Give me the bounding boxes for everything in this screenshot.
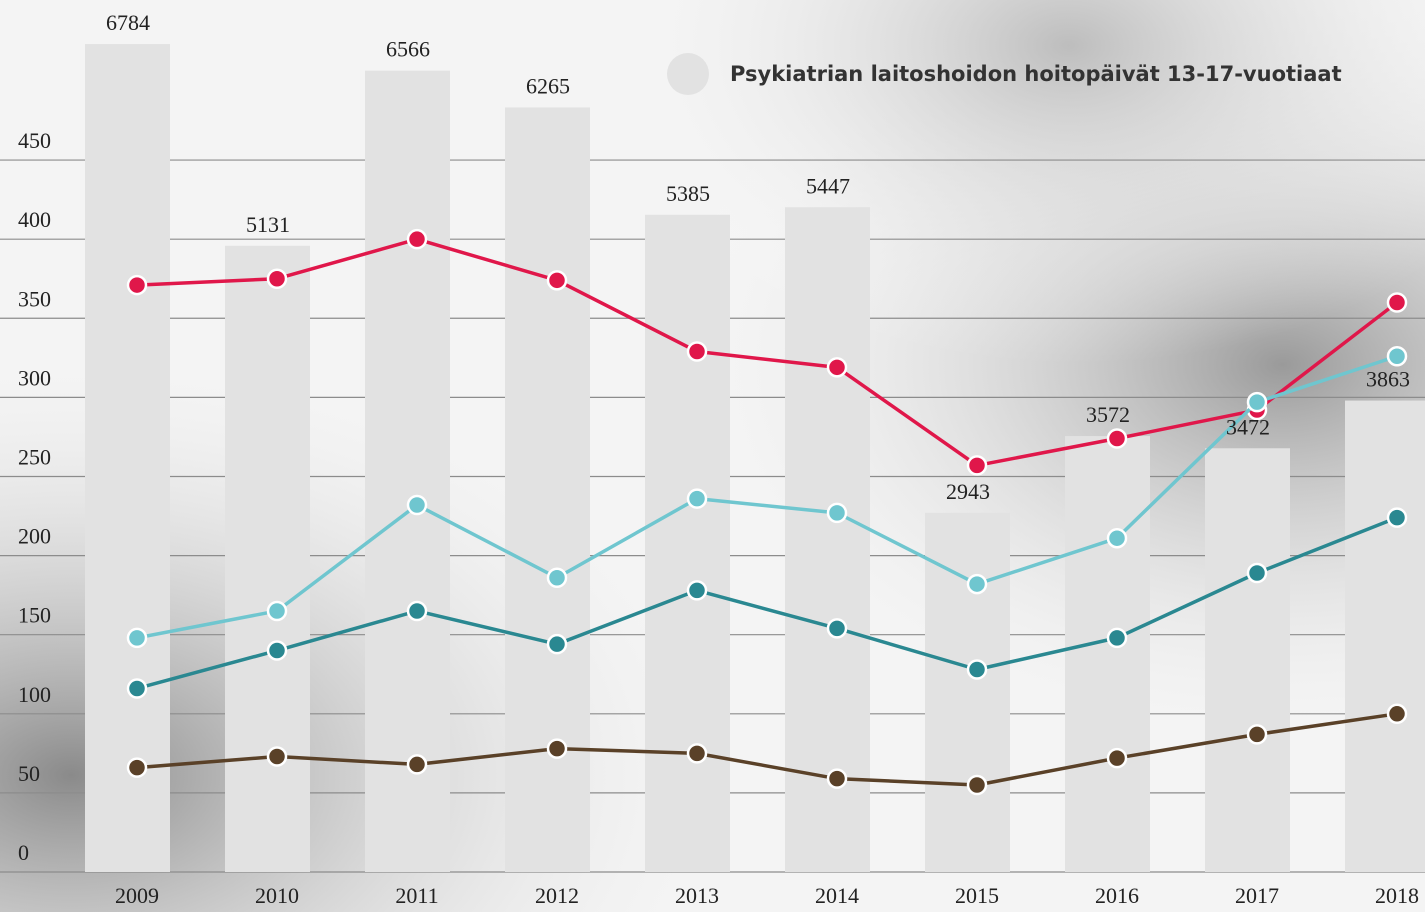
y-tick-label: 0 — [18, 840, 29, 865]
point — [408, 230, 426, 248]
x-tick-label: 2010 — [255, 883, 299, 908]
point — [268, 642, 286, 660]
bar-value-label: 5447 — [806, 173, 850, 198]
y-tick-label: 400 — [18, 207, 51, 232]
point — [128, 629, 146, 647]
point — [828, 619, 846, 637]
x-tick-label: 2014 — [815, 883, 859, 908]
y-tick-label: 300 — [18, 365, 51, 390]
point — [268, 748, 286, 766]
x-tick-label: 2015 — [955, 883, 999, 908]
point — [1388, 293, 1406, 311]
point — [1108, 430, 1126, 448]
y-tick-label: 100 — [18, 682, 51, 707]
point — [408, 602, 426, 620]
x-tick-label: 2009 — [115, 883, 159, 908]
chart: 0 50 100 150 200 250 300 350 400 450 2009 2010 2011 2… — [0, 0, 1425, 912]
point — [968, 776, 986, 794]
point — [968, 660, 986, 678]
bar — [1065, 436, 1150, 872]
point — [688, 343, 706, 361]
y-tick-label: 50 — [18, 761, 40, 786]
point — [408, 755, 426, 773]
x-tick-label: 2017 — [1235, 883, 1279, 908]
point — [968, 456, 986, 474]
point — [408, 496, 426, 514]
bar — [1345, 401, 1425, 872]
bar-value-label: 6784 — [106, 10, 150, 35]
point — [688, 581, 706, 599]
point — [1108, 629, 1126, 647]
bar — [925, 513, 1010, 872]
bar — [365, 71, 450, 872]
point — [1108, 529, 1126, 547]
point — [548, 635, 566, 653]
point — [828, 358, 846, 376]
bar-value-label: 3863 — [1366, 367, 1410, 392]
point — [1248, 393, 1266, 411]
y-tick-label: 450 — [18, 128, 51, 153]
point — [1388, 347, 1406, 365]
point — [268, 602, 286, 620]
bar-value-label: 3472 — [1226, 414, 1270, 439]
x-tick-label: 2018 — [1375, 883, 1419, 908]
point — [268, 270, 286, 288]
x-tick-label: 2012 — [535, 883, 579, 908]
bar — [1205, 448, 1290, 872]
point — [828, 770, 846, 788]
point — [1248, 564, 1266, 582]
bar — [505, 107, 590, 872]
point — [968, 575, 986, 593]
point — [1388, 509, 1406, 527]
y-tick-label: 200 — [18, 524, 51, 549]
point — [688, 490, 706, 508]
point — [548, 740, 566, 758]
bar — [645, 215, 730, 872]
bar-value-label: 2943 — [946, 479, 990, 504]
bar — [225, 246, 310, 872]
y-tick-label: 350 — [18, 286, 51, 311]
point — [1108, 749, 1126, 767]
bar-value-label: 6265 — [526, 73, 570, 98]
point — [548, 569, 566, 587]
point — [1248, 725, 1266, 743]
bar — [85, 44, 170, 872]
bar-value-label: 6566 — [386, 37, 430, 62]
point — [548, 271, 566, 289]
point — [828, 504, 846, 522]
x-tick-label: 2013 — [675, 883, 719, 908]
point — [1388, 705, 1406, 723]
legend-label: Psykiatrian laitoshoidon hoitopäivät 13-… — [730, 62, 1342, 86]
x-tick-label: 2016 — [1095, 883, 1139, 908]
legend-swatch — [667, 53, 709, 95]
y-tick-label: 150 — [18, 603, 51, 628]
point — [128, 759, 146, 777]
point — [128, 276, 146, 294]
point — [128, 679, 146, 697]
bar-value-label: 5131 — [246, 212, 290, 237]
point — [688, 744, 706, 762]
x-tick-label: 2011 — [395, 883, 438, 908]
bar-value-label: 5385 — [666, 181, 710, 206]
bar-value-label: 3572 — [1086, 402, 1130, 427]
y-tick-label: 250 — [18, 445, 51, 470]
